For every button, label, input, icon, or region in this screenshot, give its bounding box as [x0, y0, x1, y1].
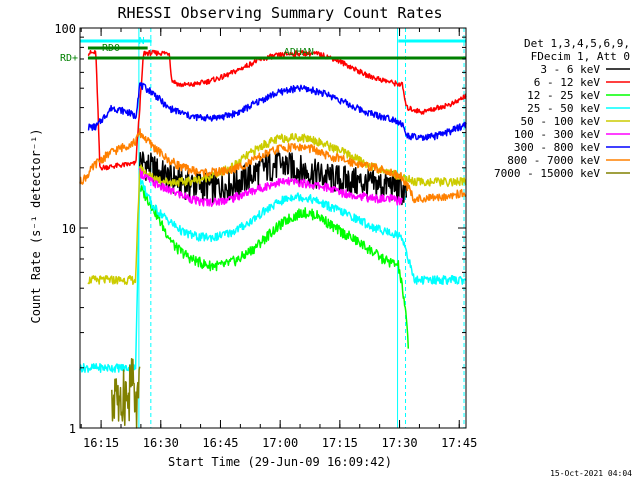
- plot-area: RD0 RD+ N ADHAN: [60, 28, 467, 429]
- series-line-3: [79, 175, 467, 373]
- y-tick-label-1: 10: [62, 222, 76, 236]
- legend-header-1: FDecim 1, Att 0: [531, 50, 630, 63]
- y-axis-label: Count Rate (s⁻¹ detector⁻¹): [29, 128, 43, 323]
- chart-title: RHESSI Observing Summary Count Rates: [117, 4, 442, 22]
- legend-header-0: Det 1,3,4,5,6,9,: [524, 37, 630, 50]
- annotation-1: RD+: [60, 53, 78, 64]
- x-axis-label: Start Time (29-Jun-09 16:09:42): [168, 455, 392, 469]
- series-line-1: [87, 49, 467, 171]
- x-tick-label-5: 17:30: [381, 436, 417, 450]
- legend-label-2: 12 - 25 keV: [527, 89, 600, 102]
- x-tick-label-1: 16:30: [143, 436, 179, 450]
- legend-label-5: 100 - 300 keV: [514, 128, 600, 141]
- series-line-0: [138, 148, 408, 206]
- x-tick-label-6: 17:45: [441, 436, 477, 450]
- annotation-0: RD0: [102, 43, 120, 54]
- legend-label-3: 25 - 50 keV: [527, 102, 600, 115]
- legend-label-0: 3 - 6 keV: [540, 63, 600, 76]
- annotation-2: N: [139, 36, 145, 47]
- x-tick-label-2: 16:45: [202, 436, 238, 450]
- series-line-7: [79, 128, 467, 204]
- timestamp: 15-Oct-2021 04:04: [550, 469, 632, 478]
- x-tick-label-3: 17:00: [262, 436, 298, 450]
- series-line-2: [139, 185, 410, 349]
- x-tick-label-4: 17:15: [322, 436, 358, 450]
- series-line-6: [87, 81, 467, 142]
- legend-label-8: 7000 - 15000 keV: [494, 167, 600, 180]
- y-tick-label-2: 100: [54, 22, 76, 36]
- series-line-8: [111, 357, 141, 429]
- annotation-3: ADHAN: [284, 47, 314, 58]
- legend: Det 1,3,4,5,6,9,FDecim 1, Att 03 - 6 keV…: [494, 37, 630, 180]
- y-tick-label-0: 1: [69, 422, 76, 436]
- x-tick-label-0: 16:15: [83, 436, 119, 450]
- legend-label-7: 800 - 7000 keV: [507, 154, 600, 167]
- legend-label-1: 6 - 12 keV: [534, 76, 601, 89]
- series-line-5: [138, 167, 403, 208]
- legend-label-4: 50 - 100 keV: [521, 115, 601, 128]
- legend-label-6: 300 - 800 keV: [514, 141, 600, 154]
